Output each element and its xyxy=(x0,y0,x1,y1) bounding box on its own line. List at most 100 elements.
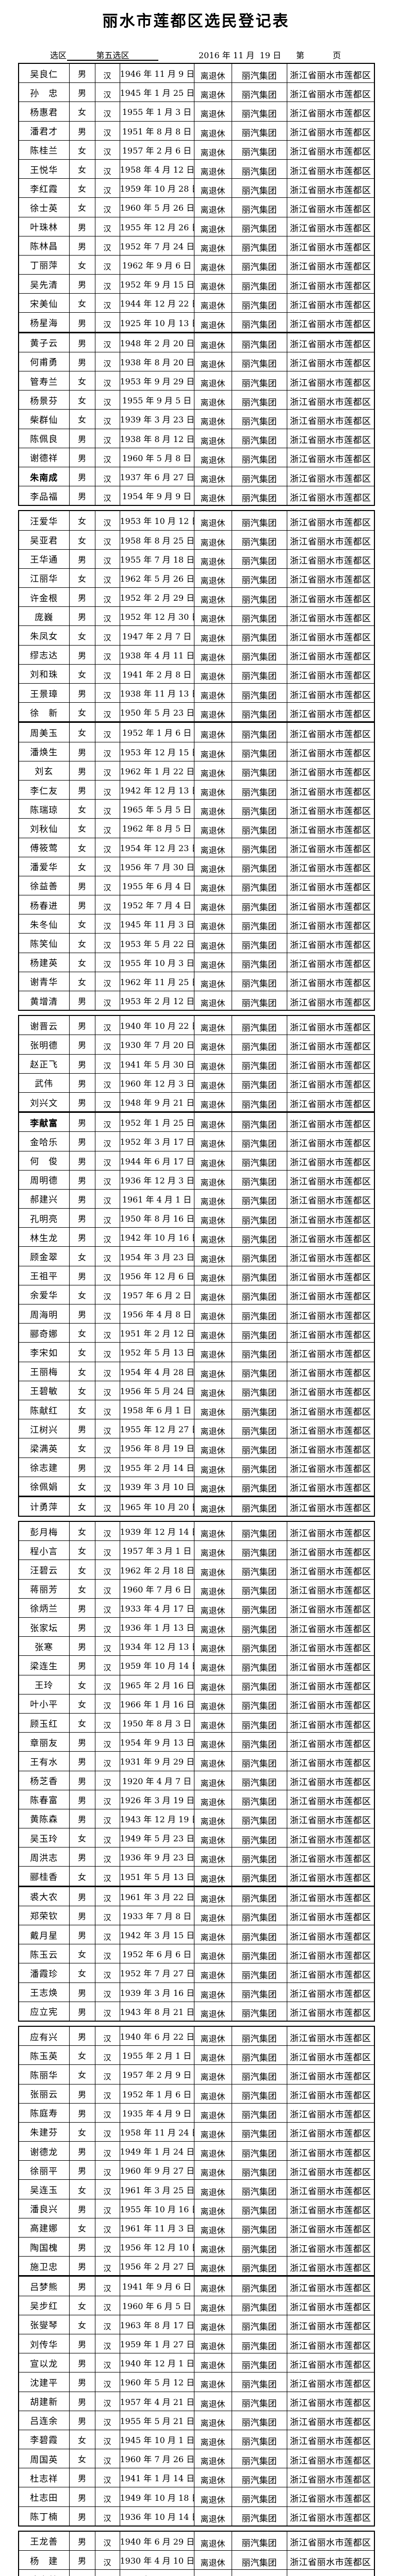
gender-cell: 女 xyxy=(69,2429,95,2450)
gender-cell: 女 xyxy=(69,952,95,972)
status-cell: 离退休 xyxy=(193,1732,232,1752)
name-cell: 王祖平 xyxy=(18,1265,70,1285)
gender-cell: 男 xyxy=(69,235,95,256)
birthdate-cell: 1942 年 3 月 15 日 xyxy=(119,1924,194,1945)
employer-cell: 丽汽集团 xyxy=(231,1419,287,1439)
address-cell: 浙江省丽水市莲都区 xyxy=(286,2391,375,2411)
status-cell: 离退休 xyxy=(193,1636,232,1656)
address-cell: 浙江省丽水市莲都区 xyxy=(286,2217,375,2238)
address-cell: 浙江省丽水市莲都区 xyxy=(286,1476,375,1497)
status-cell: 离退休 xyxy=(193,390,232,410)
address-cell: 浙江省丽水市莲都区 xyxy=(286,1303,375,1324)
address-cell: 浙江省丽水市莲都区 xyxy=(286,2122,375,2142)
gender-cell: 男 xyxy=(69,351,95,372)
birthdate-cell: 1957 年 4 月 21 日 xyxy=(119,2391,194,2411)
birthdate-cell: 1952 年 3 月 17 日 xyxy=(119,1131,194,1151)
name-cell: 陈佩良 xyxy=(18,428,70,448)
address-cell: 浙江省丽水市莲都区 xyxy=(286,530,375,550)
name-cell: 丁丽萍 xyxy=(18,255,70,275)
name-cell: 王玲 xyxy=(18,1674,70,1694)
gender-cell: 女 xyxy=(69,530,95,550)
employer-cell: 丽汽集团 xyxy=(231,1560,287,1580)
birthdate-cell: 1930 年 7 月 20 日 xyxy=(119,1035,194,1055)
voter-row: 赵正飞男汉 1941 年 5 月 30 日离退休 丽汽集团 浙江省丽水市莲都区 xyxy=(18,1054,375,1074)
status-cell: 离退休 xyxy=(193,837,232,857)
ethnicity-cell: 汉 xyxy=(94,1713,120,1733)
birthdate-cell: 1949 年 5 月 23 日 xyxy=(119,1828,194,1848)
voter-row: 汪碧云女汉 1962 年 2 月 18 日离退休 丽汽集团 浙江省丽水市莲都区 xyxy=(18,1560,375,1580)
employer-cell: 丽汽集团 xyxy=(231,1380,287,1400)
ethnicity-cell: 汉 xyxy=(94,1693,120,1714)
ethnicity-cell: 汉 xyxy=(94,2141,120,2161)
name-cell: 郝建兴 xyxy=(18,1189,70,1209)
ethnicity-cell: 汉 xyxy=(94,1303,120,1324)
gender-cell: 男 xyxy=(69,82,95,103)
address-cell: 浙江省丽水市莲都区 xyxy=(286,1963,375,1983)
status-cell: 离退休 xyxy=(193,1886,232,1906)
status-cell: 离退休 xyxy=(193,2122,232,2142)
employer-cell: 丽汽集团 xyxy=(231,428,287,448)
voter-row: 徐炳兰男汉 1933 年 4 月 17 日离退休 丽汽集团 浙江省丽水市莲都区 xyxy=(18,1598,375,1618)
birthdate-cell: 1953 年 12 月 15 日 xyxy=(119,741,194,761)
ethnicity-cell: 汉 xyxy=(94,875,120,896)
gender-cell: 男 xyxy=(69,875,95,896)
gender-cell: 男 xyxy=(69,1732,95,1752)
ethnicity-cell: 汉 xyxy=(94,971,120,992)
voter-row: 谢晋云男汉 1940 年 10 月 22 日离退休 丽汽集团 浙江省丽水市莲都区 xyxy=(18,1015,375,1036)
ethnicity-cell: 汉 xyxy=(94,1131,120,1151)
employer-cell: 丽汽集团 xyxy=(231,121,287,141)
name-cell: 潘君才 xyxy=(18,121,70,141)
district-label: 选区 xyxy=(50,50,67,60)
status-cell: 离退休 xyxy=(193,1284,232,1305)
ethnicity-cell: 汉 xyxy=(94,390,120,410)
gender-cell: 男 xyxy=(69,2391,95,2411)
birthdate-cell: 1954 年 12 月 23 日 xyxy=(119,837,194,857)
ethnicity-cell: 汉 xyxy=(94,2429,120,2450)
birthdate-cell: 1958 年 8 月 25 日 xyxy=(119,530,194,550)
voter-table-page: 谢晋云男汉 1940 年 10 月 22 日离退休 丽汽集团 浙江省丽水市莲都区 张明德… xyxy=(18,1015,375,1517)
status-cell: 离退休 xyxy=(193,351,232,372)
status-cell: 离退休 xyxy=(193,2468,232,2488)
status-cell: 离退休 xyxy=(193,274,232,294)
name-cell: 李献富 xyxy=(18,1112,70,1132)
ethnicity-cell: 汉 xyxy=(94,1886,120,1906)
name-cell: 施卫忠 xyxy=(18,2256,70,2277)
gender-cell: 男 xyxy=(69,683,95,703)
ethnicity-cell: 汉 xyxy=(94,1924,120,1945)
status-cell: 离退休 xyxy=(193,2083,232,2104)
address-cell: 浙江省丽水市莲都区 xyxy=(286,1866,375,1887)
status-cell: 离退休 xyxy=(193,2160,232,2180)
ethnicity-cell: 汉 xyxy=(94,1035,120,1055)
address-cell: 浙江省丽水市莲都区 xyxy=(286,722,375,742)
birthdate-cell: 1958 年 11 月 24 日 xyxy=(119,2122,194,2142)
gender-cell: 女 xyxy=(69,1674,95,1694)
address-cell: 浙江省丽水市莲都区 xyxy=(286,159,375,179)
employer-cell: 丽汽集团 xyxy=(231,510,287,531)
employer-cell: 丽汽集团 xyxy=(231,2064,287,2084)
name-cell: 刘传华 xyxy=(18,2333,70,2354)
name-cell: 应有兴 xyxy=(18,2026,70,2046)
birthdate-cell: 1953 年 2 月 12 日 xyxy=(119,991,194,1011)
name-cell: 杨 建 xyxy=(18,2550,70,2570)
employer-cell: 丽汽集团 xyxy=(231,1284,287,1305)
status-cell: 离退休 xyxy=(193,255,232,275)
status-cell: 离退休 xyxy=(193,178,232,198)
gender-cell: 女 xyxy=(69,1540,95,1561)
employer-cell: 丽汽集团 xyxy=(231,818,287,838)
voter-row: 郝建兴男汉 1961 年 4 月 1 日离退休 丽汽集团 浙江省丽水市莲都区 xyxy=(18,1189,375,1209)
voter-row: 潘焕生男汉 1953 年 12 月 15 日离退休 丽汽集团 浙江省丽水市莲都区 xyxy=(18,741,375,761)
employer-cell: 丽汽集团 xyxy=(231,2026,287,2046)
voter-row: 吴连玉女汉 1961 年 3 月 25 日离退休 丽汽集团 浙江省丽水市莲都区 xyxy=(18,2179,375,2199)
ethnicity-cell: 汉 xyxy=(94,1732,120,1752)
gender-cell: 女 xyxy=(69,722,95,742)
voter-row: 徐志建男汉 1955 年 2 月 14 日离退休 丽汽集团 浙江省丽水市莲都区 xyxy=(18,1457,375,1477)
ethnicity-cell: 汉 xyxy=(94,1073,120,1093)
ethnicity-cell: 汉 xyxy=(94,1015,120,1036)
name-cell: 李宋如 xyxy=(18,1342,70,1362)
employer-cell: 丽汽集团 xyxy=(231,101,287,122)
ethnicity-cell: 汉 xyxy=(94,702,120,723)
address-cell: 浙江省丽水市莲都区 xyxy=(286,1073,375,1093)
voter-row: 彭月梅女汉 1939 年 12 月 14 日离退休 丽汽集团 浙江省丽水市莲都区 xyxy=(18,1521,375,1541)
employer-cell: 丽汽集团 xyxy=(231,702,287,723)
name-cell: 许金根 xyxy=(18,587,70,607)
